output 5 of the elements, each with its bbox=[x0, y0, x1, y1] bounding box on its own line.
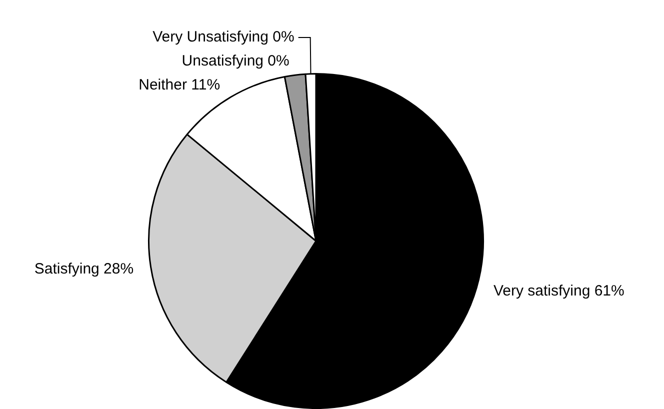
slice-label: Satisfying 28% bbox=[34, 260, 134, 278]
slice-label: Neither 11% bbox=[138, 76, 220, 94]
slice-label: Very Unsatisfying 0% bbox=[152, 28, 294, 46]
slice-label: Unsatisfying 0% bbox=[182, 52, 290, 70]
slice-label: Very satisfying 61% bbox=[493, 282, 624, 300]
